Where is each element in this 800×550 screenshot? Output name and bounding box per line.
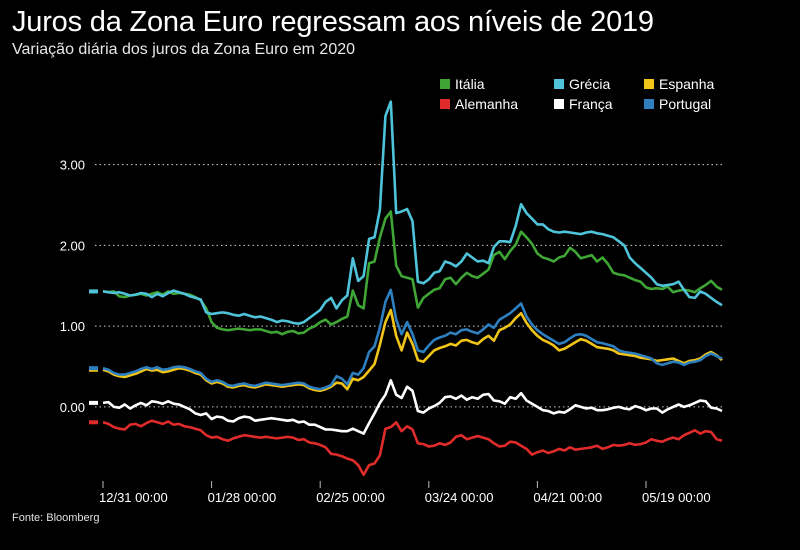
legend-item-espanha: Espanha bbox=[644, 76, 714, 92]
x-tick-label: 01/28 00:00 bbox=[208, 490, 277, 505]
legend-label: Portugal bbox=[659, 96, 712, 112]
x-tick-label: 12/31 00:00 bbox=[99, 490, 168, 505]
chart-subtitle: Variação diária dos juros da Zona Euro e… bbox=[12, 41, 356, 58]
legend-item-grecia: Grécia bbox=[554, 76, 610, 92]
legend-label: França bbox=[569, 96, 613, 112]
y-tick-label: 3.00 bbox=[60, 158, 85, 173]
legend-swatch bbox=[440, 79, 450, 89]
legend-label: Grécia bbox=[569, 76, 611, 92]
legend-swatch bbox=[440, 99, 450, 109]
y-tick-label: 1.00 bbox=[60, 319, 85, 334]
start-marker bbox=[89, 420, 98, 425]
x-tick-label: 05/19 00:00 bbox=[642, 490, 711, 505]
series-line-italia bbox=[102, 210, 723, 336]
legend-swatch bbox=[554, 99, 564, 109]
legend-item-portugal: Portugal bbox=[644, 96, 711, 112]
series-line-franca bbox=[102, 378, 723, 435]
start-marker bbox=[89, 289, 98, 294]
series-line-grecia bbox=[102, 100, 723, 326]
chart-title: Juros da Zona Euro regressam aos níveis … bbox=[12, 6, 654, 38]
series-line-portugal bbox=[102, 288, 723, 391]
legend-swatch bbox=[644, 79, 654, 89]
series-lines bbox=[102, 100, 723, 477]
x-tick-label: 04/21 00:00 bbox=[533, 490, 602, 505]
legend-item-italia: Itália bbox=[440, 76, 485, 92]
start-marker bbox=[89, 400, 98, 405]
legend-label: Espanha bbox=[659, 76, 715, 92]
series-line-espanha bbox=[102, 308, 723, 393]
source-note: Fonte: Bloomberg bbox=[12, 512, 100, 524]
y-tick-label: 2.00 bbox=[60, 238, 85, 253]
legend-label: Itália bbox=[455, 76, 485, 92]
x-tick-label: 03/24 00:00 bbox=[425, 490, 494, 505]
start-marker bbox=[89, 366, 98, 371]
y-tick-label: 0.00 bbox=[60, 400, 85, 415]
x-tick-label: 02/25 00:00 bbox=[316, 490, 385, 505]
legend-item-franca: França bbox=[554, 96, 613, 112]
x-axis: 12/31 00:00 01/28 00:00 02/25 00:00 03/24 0… bbox=[99, 481, 711, 505]
y-axis: 0.00 1.00 2.00 3.00 bbox=[60, 158, 85, 415]
legend-item-alemanha: Alemanha bbox=[440, 96, 518, 112]
legend-swatch bbox=[644, 99, 654, 109]
start-markers bbox=[89, 289, 98, 425]
series-line-alemanha bbox=[102, 419, 723, 477]
legend-swatch bbox=[554, 79, 564, 89]
legend-label: Alemanha bbox=[455, 96, 519, 112]
